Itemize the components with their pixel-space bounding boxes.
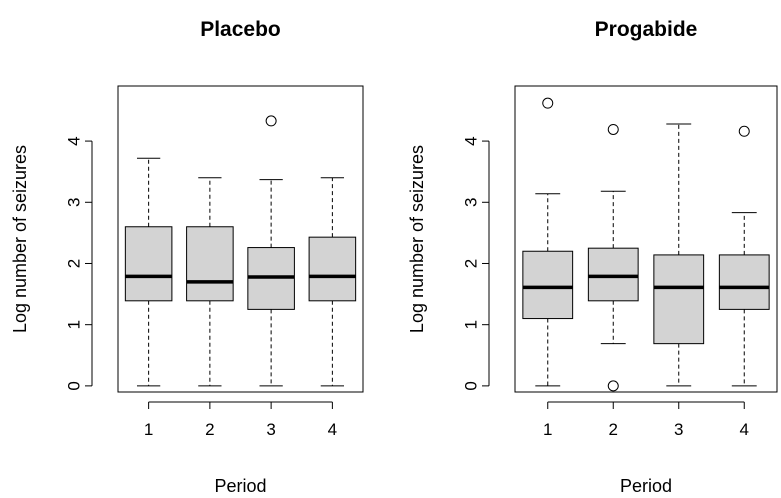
box-4 — [718, 125, 770, 387]
y-tick-label: 3 — [65, 198, 84, 207]
outlier-point — [542, 97, 554, 109]
chart-panel-1: Placebo Period Log number of seizures 0 1 2 3 4… — [10, 18, 364, 496]
iqr-box — [653, 254, 705, 345]
chart-title: Placebo — [200, 18, 281, 41]
x-tick-label: 4 — [740, 420, 749, 439]
y-tick-label: 1 — [462, 320, 481, 329]
x-tick-label: 2 — [609, 420, 618, 439]
iqr-box — [186, 226, 234, 302]
box-2 — [587, 123, 639, 392]
x-axis-label: Period — [214, 476, 266, 496]
box-4 — [308, 177, 357, 387]
chart-panel-2: Progabide Period Log number of seizures 0 1 2… — [407, 18, 778, 496]
x-tick-label: 3 — [266, 420, 275, 439]
iqr-box — [587, 247, 639, 302]
x-tick-label: 3 — [674, 420, 683, 439]
x-tick-label: 2 — [205, 420, 214, 439]
box-1 — [522, 97, 574, 387]
box-2 — [186, 177, 234, 387]
chart-title: Progabide — [595, 18, 698, 41]
y-tick-label: 4 — [65, 136, 84, 145]
iqr-box — [308, 236, 357, 302]
box-3 — [247, 115, 295, 387]
y-tick-label: 1 — [65, 320, 84, 329]
outlier-point — [738, 125, 750, 137]
iqr-box — [718, 254, 770, 310]
box-1 — [124, 157, 173, 387]
x-axis-label: Period — [620, 476, 672, 496]
outlier-point — [607, 123, 619, 135]
box-3 — [653, 123, 705, 387]
outlier-point — [265, 115, 277, 127]
iqr-box — [124, 226, 173, 302]
y-tick-label: 3 — [462, 198, 481, 207]
y-tick-label: 0 — [65, 381, 84, 390]
y-tick-label: 2 — [462, 259, 481, 268]
x-tick-label: 1 — [543, 420, 552, 439]
y-axis-label: Log number of seizures — [407, 145, 427, 333]
x-tick-label: 4 — [328, 420, 337, 439]
y-axis-label: Log number of seizures — [10, 145, 30, 333]
plot-frame — [514, 85, 778, 393]
iqr-box — [522, 250, 574, 320]
plot-frame — [117, 85, 364, 393]
outlier-point — [607, 380, 619, 392]
x-tick-label: 1 — [144, 420, 153, 439]
y-tick-label: 0 — [462, 381, 481, 390]
y-tick-label: 4 — [462, 136, 481, 145]
y-tick-label: 2 — [65, 259, 84, 268]
